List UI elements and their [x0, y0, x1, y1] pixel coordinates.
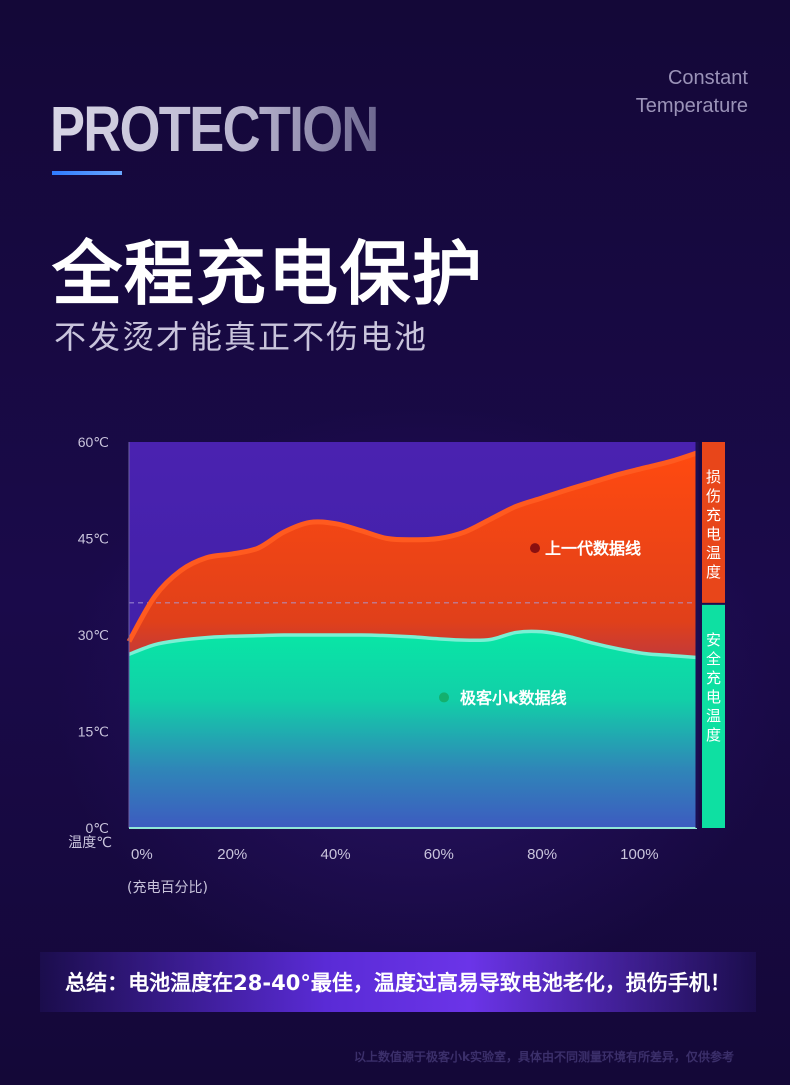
subheadline: 不发烫才能真正不伤电池 — [54, 318, 429, 356]
x-tick-label: 60% — [424, 846, 454, 863]
x-tick-label: 40% — [321, 846, 351, 863]
accent-line — [52, 171, 122, 175]
danger-band-label-char: 损 — [706, 468, 721, 486]
danger-band-label-char: 温 — [706, 544, 721, 562]
footnote: 以上数值源于极客小k实验室，具体由不同测量环境有所差异，仅供参考 — [354, 1050, 734, 1064]
constant-temperature-tag: Constant Temperature — [636, 64, 748, 120]
series-new-dot — [439, 692, 449, 703]
x-tick-label: 100% — [620, 846, 658, 863]
x-tick-label: 0% — [131, 846, 153, 863]
series-old-line — [126, 450, 698, 643]
safe-band-label-char: 安 — [706, 631, 721, 649]
x-tick-label: 80% — [527, 846, 557, 863]
danger-band-label-char: 伤 — [706, 487, 721, 505]
danger-band-label-char: 电 — [706, 525, 721, 543]
x-axis-note: (充电百分比) — [127, 880, 208, 896]
y-tick-label: 60℃ — [78, 434, 109, 450]
temperature-chart: 60℃ 45℃ 30℃ 15℃ 0℃温度℃ 0% 20% 40% 60% 80% 100% (充电百分… — [68, 434, 725, 896]
safe-band — [702, 604, 725, 828]
danger-band — [702, 442, 725, 603]
safe-band-label-char: 度 — [706, 726, 721, 744]
safe-band-label-char: 全 — [706, 650, 721, 668]
safe-band-label-char: 电 — [706, 688, 721, 706]
tag-line-2: Temperature — [635, 95, 748, 117]
safe-band-label-char: 温 — [706, 707, 721, 725]
protection-title: PROTECTION — [50, 93, 379, 165]
y-tick-label: 0℃ — [85, 820, 109, 836]
series-new-area — [129, 631, 697, 828]
danger-band-label-char: 充 — [706, 506, 721, 524]
y-tick-label: 45℃ — [78, 531, 109, 547]
danger-band-label-char: 度 — [706, 563, 721, 581]
headline: 全程充电保护 — [52, 233, 484, 315]
y-axis-label: 温度℃ — [68, 835, 112, 851]
safe-band-label-char: 充 — [706, 669, 721, 687]
tag-line-1: Constant — [667, 67, 748, 89]
summary-banner: 总结：电池温度在28-40°最佳，温度过高易导致电池老化，损伤手机！ — [40, 952, 756, 1012]
series-old-label: 上一代数据线 — [545, 539, 641, 558]
series-old-dot — [530, 543, 540, 554]
x-tick-label: 20% — [217, 846, 247, 863]
y-tick-label: 15℃ — [78, 724, 109, 740]
y-tick-label: 30℃ — [78, 627, 109, 643]
series-new-label: 极客小k数据线 — [460, 688, 567, 707]
series-new-line — [128, 629, 698, 660]
